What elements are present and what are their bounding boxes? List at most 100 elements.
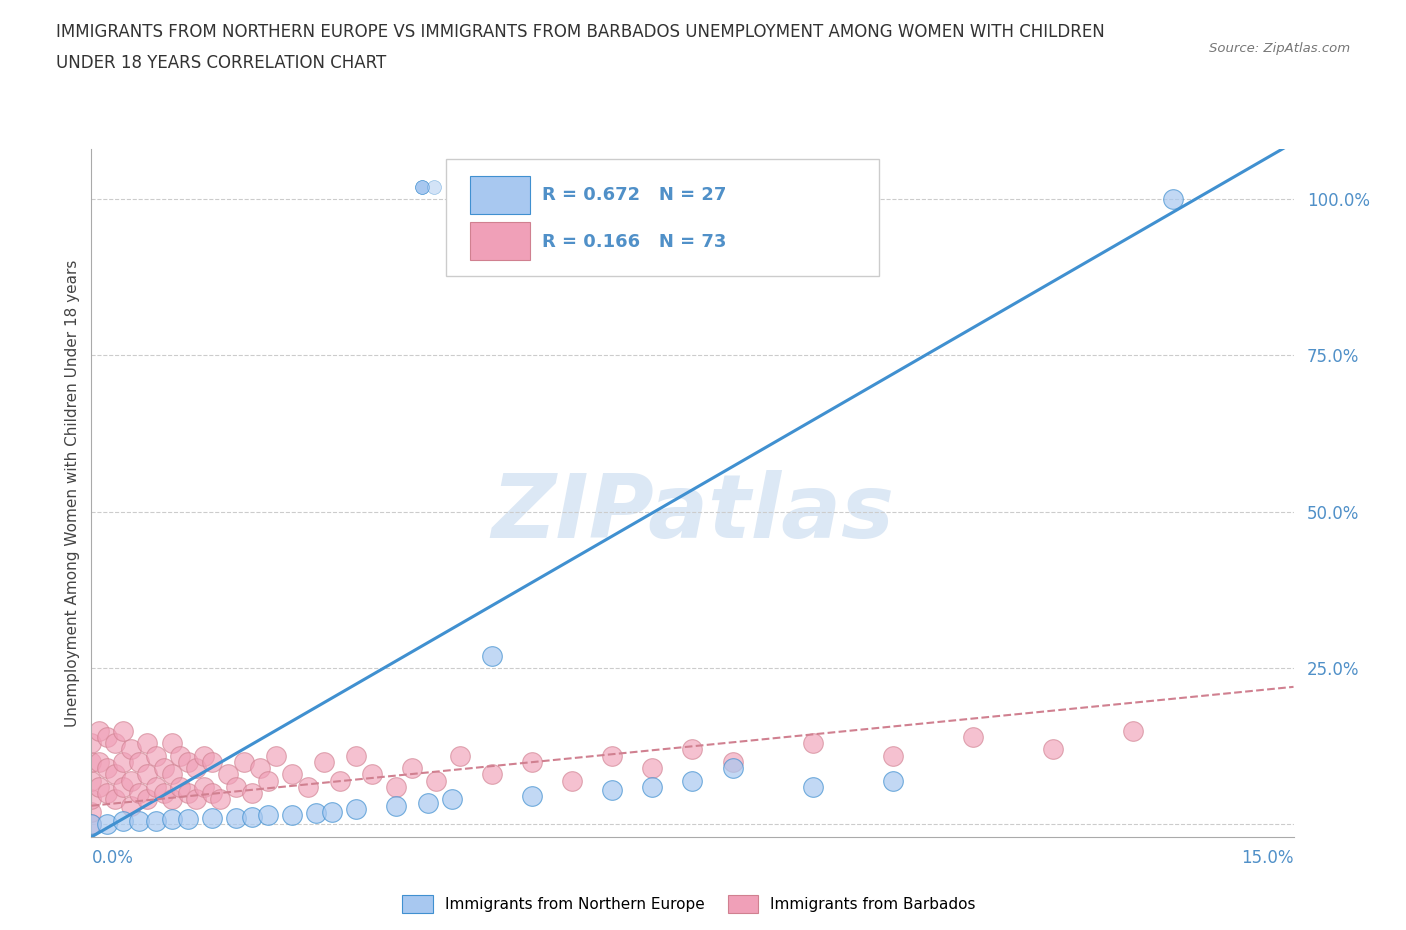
- Point: [160, 736, 183, 751]
- Point: [193, 779, 215, 794]
- Text: R = 0.166   N = 73: R = 0.166 N = 73: [543, 233, 727, 251]
- Point: [201, 754, 224, 769]
- Legend: Immigrants from Northern Europe, Immigrants from Barbados: Immigrants from Northern Europe, Immigra…: [398, 891, 980, 918]
- Point: [281, 807, 304, 822]
- Point: [360, 767, 382, 782]
- Point: [240, 809, 263, 824]
- Point: [721, 754, 744, 769]
- Point: [481, 767, 503, 782]
- Point: [80, 817, 103, 832]
- Point: [96, 729, 118, 744]
- Point: [681, 773, 703, 788]
- Point: [96, 786, 118, 801]
- Point: [232, 754, 254, 769]
- Point: [184, 761, 207, 776]
- Point: [240, 786, 263, 801]
- Point: [201, 811, 224, 826]
- Point: [882, 749, 904, 764]
- Point: [1042, 742, 1064, 757]
- Point: [281, 767, 304, 782]
- Point: [136, 792, 159, 807]
- Point: [104, 736, 127, 751]
- Point: [522, 789, 544, 804]
- Point: [329, 773, 352, 788]
- Point: [160, 792, 183, 807]
- Point: [962, 729, 984, 744]
- Point: [882, 773, 904, 788]
- Point: [80, 754, 103, 769]
- Text: Source: ZipAtlas.com: Source: ZipAtlas.com: [1209, 42, 1350, 55]
- Point: [128, 754, 150, 769]
- Point: [136, 736, 159, 751]
- Point: [121, 742, 143, 757]
- Text: 0.0%: 0.0%: [91, 849, 134, 867]
- Point: [128, 786, 150, 801]
- Point: [89, 779, 111, 794]
- Point: [152, 761, 174, 776]
- Point: [112, 724, 135, 738]
- Point: [602, 749, 624, 764]
- Point: [297, 779, 319, 794]
- Point: [561, 773, 583, 788]
- Point: [152, 786, 174, 801]
- Point: [184, 792, 207, 807]
- Point: [176, 754, 198, 769]
- Point: [641, 761, 664, 776]
- Point: [160, 812, 183, 827]
- Point: [112, 754, 135, 769]
- Point: [425, 773, 447, 788]
- Point: [96, 817, 118, 832]
- Point: [80, 817, 103, 832]
- Point: [217, 767, 239, 782]
- Point: [602, 783, 624, 798]
- Point: [169, 749, 191, 764]
- Point: [641, 779, 664, 794]
- Point: [1122, 724, 1144, 738]
- Point: [121, 798, 143, 813]
- Point: [176, 812, 198, 827]
- Point: [249, 761, 271, 776]
- Point: [225, 811, 247, 826]
- Point: [312, 754, 335, 769]
- Point: [681, 742, 703, 757]
- Point: [344, 802, 367, 817]
- Point: [136, 767, 159, 782]
- Text: IMMIGRANTS FROM NORTHERN EUROPE VS IMMIGRANTS FROM BARBADOS UNEMPLOYMENT AMONG W: IMMIGRANTS FROM NORTHERN EUROPE VS IMMIG…: [56, 23, 1105, 41]
- Point: [801, 736, 824, 751]
- Point: [80, 736, 103, 751]
- Point: [305, 805, 328, 820]
- Point: [80, 773, 103, 788]
- Point: [1163, 192, 1185, 206]
- Point: [440, 792, 463, 807]
- Point: [89, 724, 111, 738]
- Point: [80, 804, 103, 819]
- Point: [385, 779, 408, 794]
- FancyBboxPatch shape: [470, 177, 530, 214]
- Point: [801, 779, 824, 794]
- Point: [416, 795, 439, 810]
- Point: [121, 773, 143, 788]
- Point: [145, 779, 167, 794]
- Text: ZIPatlas: ZIPatlas: [491, 470, 894, 557]
- Point: [193, 749, 215, 764]
- Point: [80, 792, 103, 807]
- Point: [89, 754, 111, 769]
- Point: [145, 749, 167, 764]
- Point: [481, 648, 503, 663]
- Point: [256, 773, 278, 788]
- Point: [321, 804, 343, 819]
- FancyBboxPatch shape: [470, 222, 530, 260]
- Point: [104, 767, 127, 782]
- Point: [112, 779, 135, 794]
- Point: [169, 779, 191, 794]
- Point: [96, 761, 118, 776]
- Point: [449, 749, 471, 764]
- Point: [104, 792, 127, 807]
- Point: [208, 792, 231, 807]
- Point: [112, 814, 135, 829]
- Point: [128, 814, 150, 829]
- Y-axis label: Unemployment Among Women with Children Under 18 years: Unemployment Among Women with Children U…: [65, 259, 80, 726]
- Point: [344, 749, 367, 764]
- FancyBboxPatch shape: [446, 159, 879, 276]
- Point: [264, 749, 287, 764]
